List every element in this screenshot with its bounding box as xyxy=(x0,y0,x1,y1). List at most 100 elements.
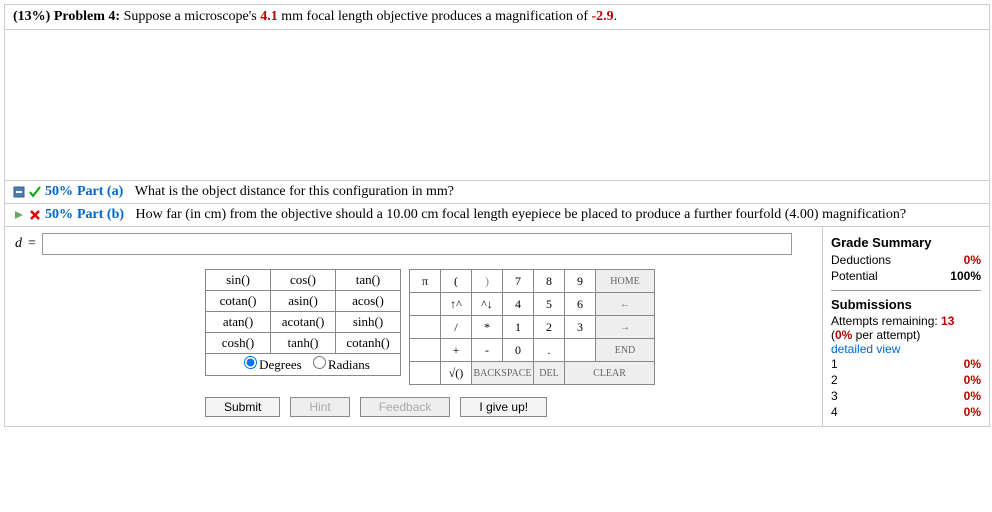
fn-atan[interactable]: atan() xyxy=(206,312,271,333)
part-b-percent: 50% xyxy=(45,207,73,223)
potential-label: Potential xyxy=(831,268,930,284)
fn-cotan[interactable]: cotan() xyxy=(206,291,271,312)
problem-frame: (13%) Problem 4: Suppose a microscope's … xyxy=(4,4,990,427)
problem-spacer xyxy=(5,30,989,181)
key-6[interactable]: 6 xyxy=(565,293,596,316)
problem-text-after: . xyxy=(614,9,618,24)
part-a-question: What is the object distance for this con… xyxy=(135,184,454,200)
key-end[interactable]: END xyxy=(596,339,655,362)
problem-text-before: Suppose a microscope's xyxy=(124,9,261,24)
part-a-label: Part (a) xyxy=(77,184,123,200)
key-pi[interactable]: π xyxy=(410,270,441,293)
key-sqrt[interactable]: √() xyxy=(441,362,472,385)
expand-icon xyxy=(13,209,25,221)
angle-mode-row: Degrees Radians xyxy=(206,354,401,376)
detailed-view-link[interactable]: detailed view xyxy=(831,342,981,356)
fn-acos[interactable]: acos() xyxy=(336,291,401,312)
check-icon xyxy=(29,186,41,198)
attempt-table: 10% 20% 30% 40% xyxy=(831,356,981,420)
degrees-label: Degrees xyxy=(259,357,302,372)
fn-sin[interactable]: sin() xyxy=(206,270,271,291)
per-attempt: (0% per attempt) xyxy=(831,328,981,342)
key-blank2 xyxy=(410,316,441,339)
attempts-count: 13 xyxy=(941,314,954,328)
problem-header: (13%) Problem 4: Suppose a microscope's … xyxy=(5,5,989,30)
collapse-icon xyxy=(13,186,25,198)
grade-summary-title: Grade Summary xyxy=(831,235,981,250)
fn-cotanh[interactable]: cotanh() xyxy=(336,333,401,354)
part-b-label: Part (b) xyxy=(77,207,124,223)
radians-label: Radians xyxy=(328,357,370,372)
part-a-percent: 50% xyxy=(45,184,73,200)
fn-tan[interactable]: tan() xyxy=(336,270,401,291)
calculator-pane: sin() cos() tan() cotan() asin() acos() … xyxy=(5,261,822,425)
attempt-4-v: 0% xyxy=(873,404,981,420)
fn-cosh[interactable]: cosh() xyxy=(206,333,271,354)
problem-weight: 13% xyxy=(18,9,46,24)
part-b-question: How far (in cm) from the objective shoul… xyxy=(136,207,907,223)
attempt-3-n: 3 xyxy=(831,388,873,404)
key-rparen[interactable]: ) xyxy=(472,270,503,293)
answer-input[interactable] xyxy=(42,233,792,255)
key-clear[interactable]: CLEAR xyxy=(565,362,655,385)
submissions-title: Submissions xyxy=(831,297,981,312)
magnification-value: -2.9 xyxy=(591,9,613,24)
part-a-row[interactable]: 50% Part (a) What is the object distance… xyxy=(5,181,989,204)
key-right[interactable]: → xyxy=(596,316,655,339)
attempt-2-v: 0% xyxy=(873,372,981,388)
submit-button[interactable]: Submit xyxy=(205,397,280,417)
attempt-3-v: 0% xyxy=(873,388,981,404)
key-dot[interactable]: . xyxy=(534,339,565,362)
action-buttons: Submit Hint Feedback I give up! xyxy=(205,397,802,417)
attempt-2-n: 2 xyxy=(831,372,873,388)
key-plus[interactable]: + xyxy=(441,339,472,362)
key-del[interactable]: DEL xyxy=(534,362,565,385)
fn-acotan[interactable]: acotan() xyxy=(271,312,336,333)
key-3[interactable]: 3 xyxy=(565,316,596,339)
key-minus[interactable]: - xyxy=(472,339,503,362)
deductions-value: 0% xyxy=(930,252,981,268)
function-pad: sin() cos() tan() cotan() asin() acos() … xyxy=(205,269,401,376)
grade-summary-pane: Grade Summary Deductions0% Potential100%… xyxy=(822,227,989,426)
fn-tanh[interactable]: tanh() xyxy=(271,333,336,354)
key-sup[interactable]: ↑^ xyxy=(441,293,472,316)
key-mul[interactable]: * xyxy=(472,316,503,339)
key-7[interactable]: 7 xyxy=(503,270,534,293)
fn-asin[interactable]: asin() xyxy=(271,291,336,312)
radians-radio[interactable] xyxy=(313,356,326,369)
key-blank5 xyxy=(410,362,441,385)
fn-sinh[interactable]: sinh() xyxy=(336,312,401,333)
problem-label: Problem 4: xyxy=(54,9,120,24)
key-blank1 xyxy=(410,293,441,316)
key-1[interactable]: 1 xyxy=(503,316,534,339)
key-div[interactable]: / xyxy=(441,316,472,339)
key-5[interactable]: 5 xyxy=(534,293,565,316)
fn-cos[interactable]: cos() xyxy=(271,270,336,291)
key-9[interactable]: 9 xyxy=(565,270,596,293)
answer-variable: d xyxy=(15,236,22,252)
problem-text-mid: mm focal length objective produces a mag… xyxy=(278,9,592,24)
key-home[interactable]: HOME xyxy=(596,270,655,293)
key-left[interactable]: ← xyxy=(596,293,655,316)
key-8[interactable]: 8 xyxy=(534,270,565,293)
attempt-1-n: 1 xyxy=(831,356,873,372)
feedback-button[interactable]: Feedback xyxy=(360,397,451,417)
deductions-label: Deductions xyxy=(831,252,930,268)
equals-sign: = xyxy=(28,236,36,252)
potential-value: 100% xyxy=(950,269,981,283)
giveup-button[interactable]: I give up! xyxy=(460,397,547,417)
key-lparen[interactable]: ( xyxy=(441,270,472,293)
cross-icon xyxy=(29,209,41,221)
attempt-4-n: 4 xyxy=(831,404,873,420)
focal-length-value: 4.1 xyxy=(260,9,278,24)
key-4[interactable]: 4 xyxy=(503,293,534,316)
key-sub[interactable]: ^↓ xyxy=(472,293,503,316)
answer-row: d = xyxy=(5,227,822,261)
key-2[interactable]: 2 xyxy=(534,316,565,339)
number-pad: π ( ) 7 8 9 HOME ↑^ ^↓ 4 xyxy=(409,269,655,385)
key-backspace[interactable]: BACKSPACE xyxy=(472,362,534,385)
hint-button[interactable]: Hint xyxy=(290,397,349,417)
part-b-row[interactable]: 50% Part (b) How far (in cm) from the ob… xyxy=(5,204,989,227)
degrees-radio[interactable] xyxy=(244,356,257,369)
key-0[interactable]: 0 xyxy=(503,339,534,362)
